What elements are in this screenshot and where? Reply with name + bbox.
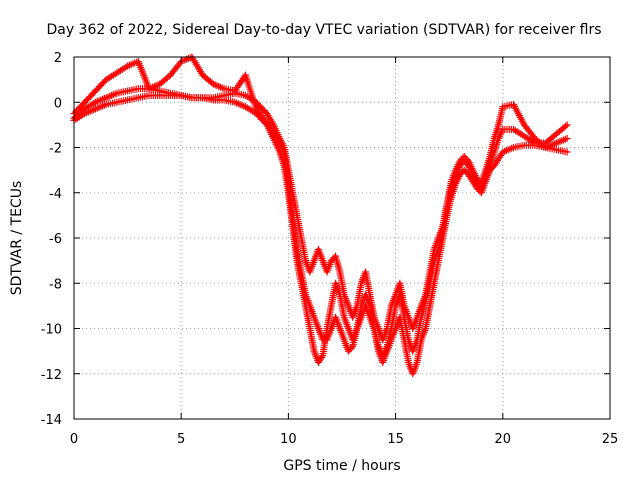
- y-tick-label: 0: [54, 96, 62, 111]
- y-tick-label: -14: [41, 413, 62, 428]
- y-tick-label: -12: [41, 368, 62, 383]
- data-point: [563, 134, 571, 142]
- y-tick-label: 2: [54, 51, 62, 66]
- x-tick-label: 10: [280, 432, 297, 447]
- data-point: [563, 121, 571, 129]
- x-axis-label: GPS time / hours: [283, 458, 400, 474]
- y-tick-label: -6: [49, 232, 62, 247]
- x-tick-label: 25: [602, 432, 619, 447]
- y-axis-label: SDTVAR / TECUs: [9, 181, 25, 296]
- chart-title: Day 362 of 2022, Sidereal Day-to-day VTE…: [46, 22, 601, 38]
- data-point: [318, 353, 326, 361]
- series-3: [70, 53, 571, 360]
- data-point: [562, 122, 570, 130]
- y-tick-label: -2: [49, 142, 62, 157]
- series-2: [70, 89, 571, 344]
- data-point: [563, 148, 571, 156]
- data-point: [262, 117, 270, 125]
- y-tick-label: -4: [49, 187, 62, 202]
- y-tick-label: -8: [49, 277, 62, 292]
- x-tick-label: 5: [177, 432, 185, 447]
- x-tick-label: 20: [495, 432, 512, 447]
- grid-lines: [74, 57, 610, 419]
- plot-area: [70, 53, 571, 378]
- y-tick-label: -10: [41, 323, 62, 338]
- x-tick-label: 0: [70, 432, 78, 447]
- x-tick-label: 15: [387, 432, 404, 447]
- data-point: [347, 344, 355, 352]
